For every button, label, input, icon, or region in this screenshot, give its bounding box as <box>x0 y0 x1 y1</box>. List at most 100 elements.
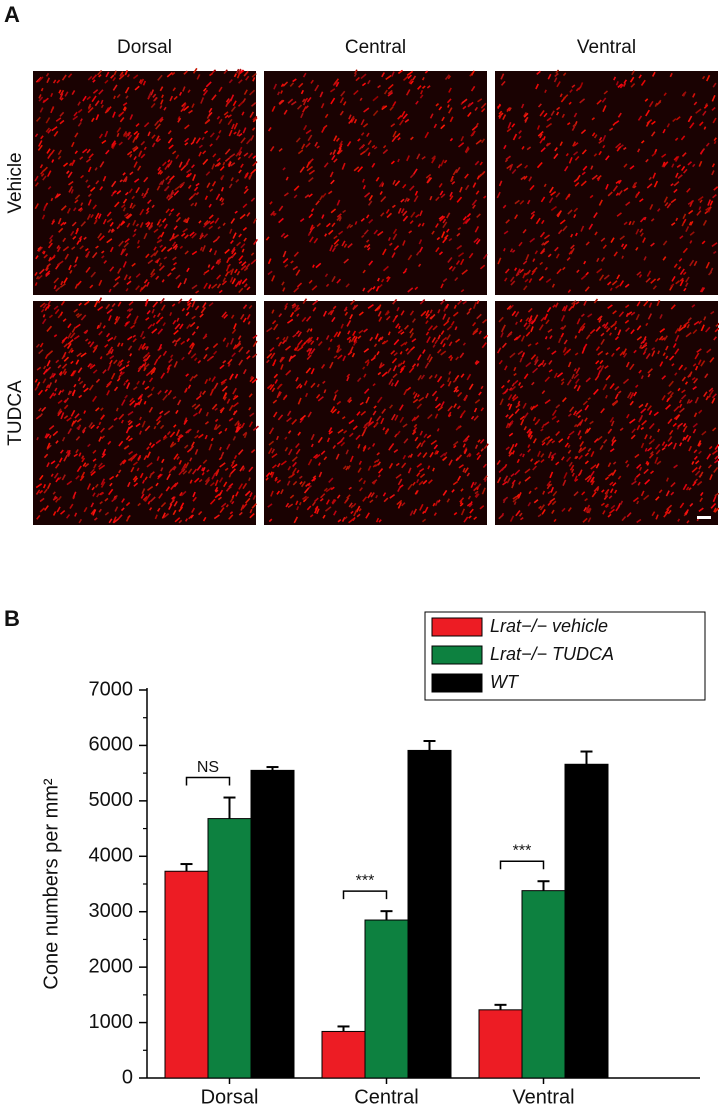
cone-cell <box>328 477 334 483</box>
cone-cell <box>474 490 479 495</box>
y-axis-label: Cone numbers per mm² <box>40 778 62 990</box>
cone-cell <box>115 407 119 412</box>
cone-cell <box>93 463 97 469</box>
cone-cell <box>698 409 703 414</box>
cone-cell <box>231 463 238 469</box>
cone-cell <box>673 405 680 412</box>
cone-cell <box>238 511 243 516</box>
cone-cell <box>302 298 308 305</box>
cone-cell <box>666 123 671 128</box>
cone-cell <box>74 132 79 138</box>
cone-cell <box>527 430 532 437</box>
cone-cell <box>159 424 165 430</box>
cone-cell <box>234 210 238 214</box>
cone-cell <box>511 479 516 485</box>
cone-cell <box>311 226 316 230</box>
cone-cell <box>242 503 248 510</box>
cone-cell <box>640 442 645 449</box>
cone-cell <box>269 145 275 152</box>
cone-cell <box>37 144 43 151</box>
cone-cell <box>218 456 223 461</box>
cone-cell <box>70 360 74 365</box>
cone-cell <box>614 393 619 400</box>
cone-cell <box>132 386 138 391</box>
cone-cell <box>70 189 74 194</box>
cone-cell <box>633 477 637 481</box>
cone-cell <box>310 208 315 213</box>
cone-cell <box>692 428 697 434</box>
cone-cell <box>228 417 234 422</box>
cone-cell <box>388 378 394 386</box>
cone-cell <box>145 345 149 351</box>
cone-cell <box>101 448 107 456</box>
cone-cell <box>417 452 422 458</box>
cone-cell <box>209 248 213 253</box>
cone-cell <box>648 453 654 459</box>
cone-cell <box>473 407 478 413</box>
cone-cell <box>413 168 418 175</box>
cone-cell <box>519 452 523 457</box>
cone-cell <box>196 74 201 80</box>
cone-cell <box>358 477 363 483</box>
cone-cell <box>440 193 446 199</box>
cone-cell <box>370 356 376 362</box>
cone-cell <box>147 323 153 330</box>
cone-cell <box>416 442 422 449</box>
cone-cell <box>600 237 606 242</box>
cone-cell <box>378 336 383 342</box>
cone-cell <box>397 115 402 120</box>
cone-cell <box>319 493 326 499</box>
cone-cell <box>197 359 202 364</box>
cone-cell <box>417 85 422 90</box>
cone-cell <box>202 459 208 465</box>
cone-cell <box>129 114 134 120</box>
cone-cell <box>409 453 413 458</box>
cone-cell <box>482 318 488 324</box>
cone-cell <box>213 514 220 520</box>
cone-cell <box>478 330 482 335</box>
cone-cell <box>116 377 121 382</box>
cone-cell <box>464 217 471 225</box>
cone-cell <box>205 119 211 124</box>
cone-cell <box>399 351 403 355</box>
cone-cell <box>522 229 527 234</box>
cone-cell <box>227 358 233 365</box>
cone-cell <box>224 271 230 277</box>
cone-cell <box>297 431 302 436</box>
cone-cell <box>100 491 105 496</box>
cone-cell <box>694 396 699 404</box>
cone-cell <box>617 390 622 394</box>
cone-cell <box>402 423 408 428</box>
cone-cell <box>555 253 560 259</box>
cone-cell <box>155 275 160 280</box>
cone-cell <box>392 228 398 235</box>
cone-cell <box>417 354 422 361</box>
cone-cell <box>48 314 53 319</box>
cone-cell <box>611 469 617 476</box>
cone-cell <box>118 74 125 80</box>
cone-cell <box>319 91 324 98</box>
cone-cell <box>215 470 220 477</box>
cone-cell <box>670 198 677 204</box>
cone-cell <box>41 318 47 325</box>
cone-cell <box>361 178 365 183</box>
cone-cell <box>418 263 422 268</box>
cone-cell <box>177 433 183 438</box>
cone-cell <box>406 155 410 162</box>
cone-cell <box>113 95 116 100</box>
cone-cell <box>333 394 337 401</box>
cone-cell <box>122 172 126 176</box>
cone-cell <box>136 245 141 249</box>
cone-cell <box>91 117 95 123</box>
cone-cell <box>169 160 173 165</box>
cone-cell <box>622 243 628 250</box>
cone-cell <box>580 225 585 232</box>
cone-cell <box>435 103 440 107</box>
cone-cell <box>178 470 184 476</box>
cone-cell <box>406 349 412 355</box>
cone-cell <box>66 342 72 350</box>
cone-cell <box>431 155 436 160</box>
cone-cell <box>497 257 502 265</box>
cone-cell <box>44 433 49 439</box>
cone-cell <box>111 140 116 147</box>
